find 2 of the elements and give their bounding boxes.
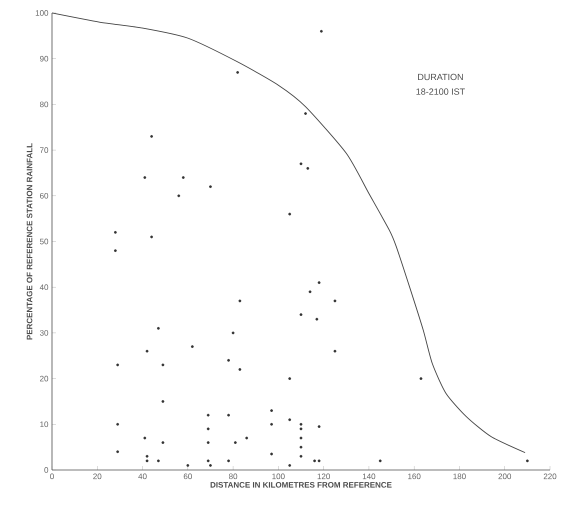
annotation: DURATION: [418, 74, 463, 80]
annotation: 18-2100 IST: [416, 88, 465, 95]
